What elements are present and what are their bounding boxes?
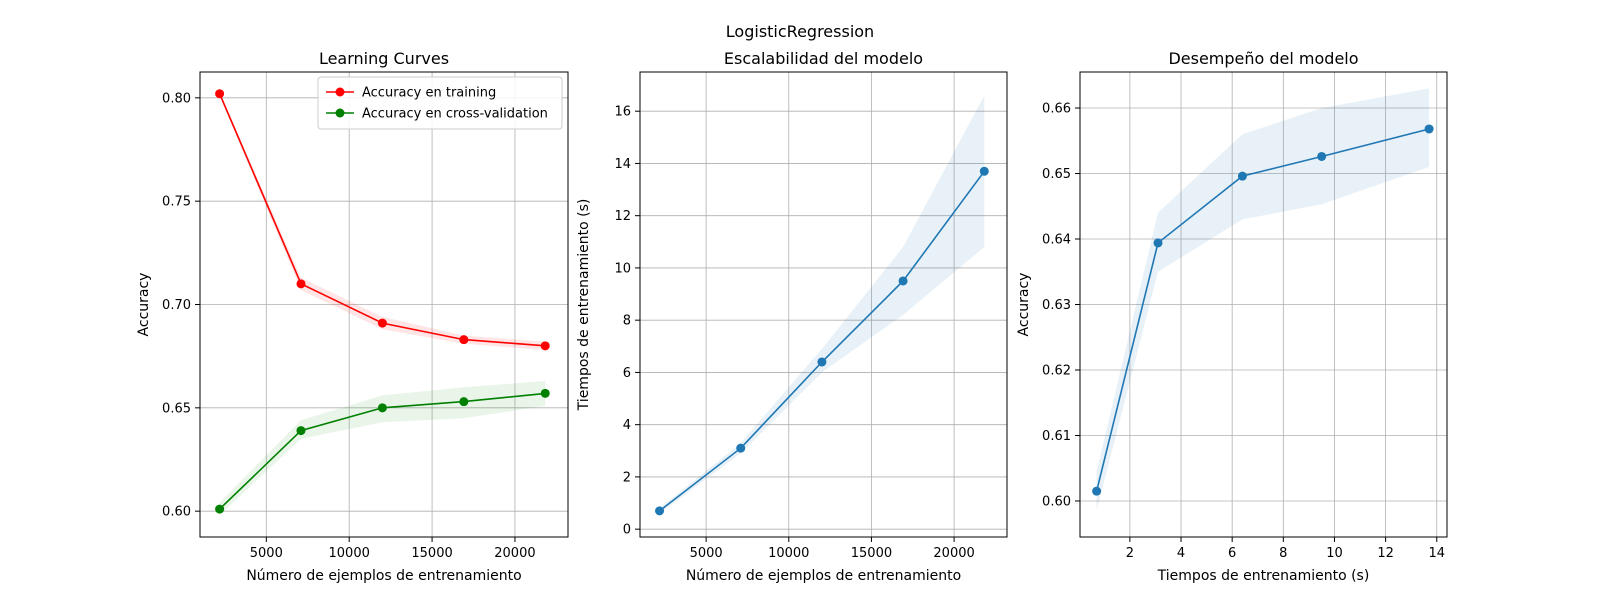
x-tick-label: 2 — [1126, 546, 1134, 561]
x-tick-label: 15000 — [411, 546, 452, 561]
series-1-point — [377, 318, 387, 328]
y-tick-label: 12 — [614, 209, 631, 224]
x-tick-label: 10 — [1326, 546, 1343, 561]
x-tick-label: 8 — [1279, 546, 1287, 561]
y-tick-label: 0.70 — [162, 298, 191, 313]
subplot-2: 5000 10000 15000 20000 0 2 4 6 8 10 12 14 16 Escalabi… — [576, 49, 1008, 584]
x-tick-label: 4 — [1177, 546, 1185, 561]
x-tick-label: 20000 — [494, 546, 535, 561]
y-tick-label: 6 — [623, 366, 631, 381]
x-tick-label: 14 — [1428, 546, 1445, 561]
axes-frame — [639, 71, 1008, 538]
y-tick-label: 0.66 — [1042, 102, 1071, 117]
series-2-band — [219, 381, 546, 516]
x-tick-label: 6 — [1228, 546, 1236, 561]
x-axis-label: Número de ejemplos de entrenamiento — [246, 568, 521, 584]
x-axis-label: Tiempos de entrenamiento (s) — [1157, 568, 1370, 584]
y-tick-label: 0.75 — [162, 195, 191, 210]
series-1-point — [898, 276, 908, 286]
x-tick-label: 5000 — [250, 546, 283, 561]
y-tick-label: 0.60 — [162, 505, 191, 520]
legend-entry: Accuracy en training — [362, 86, 496, 101]
y-tick-label: 0.80 — [162, 91, 191, 106]
subplot-3: 2 4 6 8 10 12 14 0.60 0.61 0.62 0.63 0.64 0.65 0.66 De… — [1016, 49, 1448, 584]
series-1-point — [817, 357, 827, 367]
series-2-point — [296, 426, 306, 436]
legend-box — [317, 76, 563, 130]
x-tick-label: 12 — [1377, 546, 1394, 561]
y-tick-label: 0.65 — [162, 401, 191, 416]
y-axis-label: Accuracy — [1016, 273, 1032, 337]
series-1-point — [1153, 238, 1163, 248]
x-axis-label: Número de ejemplos de entrenamiento — [686, 568, 961, 584]
y-tick-label: 0.61 — [1042, 429, 1071, 444]
y-tick-label: 16 — [614, 105, 631, 120]
legend-entry: Accuracy en cross-validation — [362, 107, 548, 122]
series-1-point — [655, 506, 665, 516]
y-tick-label: 0.64 — [1042, 233, 1071, 248]
x-tick-label: 5000 — [690, 546, 723, 561]
series-1-point — [540, 341, 550, 351]
legend-swatch-marker — [335, 87, 345, 97]
y-tick-label: 0.60 — [1042, 494, 1071, 509]
y-tick-label: 8 — [623, 314, 631, 329]
y-tick-label: 0 — [623, 523, 631, 538]
legend-swatch-marker — [335, 108, 345, 118]
y-tick-label: 14 — [614, 157, 631, 172]
series-2-point — [377, 403, 387, 413]
series-1-point — [296, 279, 306, 289]
subplot-title: Desempeño del modelo — [1168, 49, 1358, 68]
y-tick-label: 0.65 — [1042, 167, 1071, 182]
series-1-point — [215, 89, 225, 99]
series-1-point — [1092, 486, 1102, 496]
figure-suptitle: LogisticRegression — [726, 22, 874, 41]
series-1-point — [736, 443, 746, 453]
subplot-1: 5000 10000 15000 20000 0.60 0.65 0.70 0.75 0.80 L… — [136, 49, 569, 584]
series-2-point — [215, 504, 225, 514]
y-tick-label: 4 — [623, 418, 631, 433]
subplot-title: Learning Curves — [319, 49, 449, 68]
x-tick-label: 20000 — [933, 546, 974, 561]
y-tick-label: 0.63 — [1042, 298, 1071, 313]
series-2-point — [459, 397, 469, 407]
y-axis-label: Tiempos de entrenamiento (s) — [576, 199, 592, 412]
y-tick-label: 2 — [623, 470, 631, 485]
x-tick-label: 10000 — [768, 546, 809, 561]
series-1-point — [1317, 151, 1327, 161]
series-2-point — [540, 388, 550, 398]
y-axis-label: Accuracy — [136, 273, 152, 337]
series-1-point — [1237, 171, 1247, 181]
series-1-point — [459, 335, 469, 345]
legend: Accuracy en training Accuracy en cross-va… — [317, 76, 563, 130]
x-tick-label: 10000 — [329, 546, 370, 561]
series-1-point — [979, 166, 989, 176]
x-tick-label: 15000 — [851, 546, 892, 561]
series-1-band — [1096, 88, 1430, 511]
series-1-point — [1424, 124, 1434, 134]
subplot-title: Escalabilidad del modelo — [724, 49, 923, 68]
y-tick-label: 10 — [614, 261, 631, 276]
y-tick-label: 0.62 — [1042, 363, 1071, 378]
